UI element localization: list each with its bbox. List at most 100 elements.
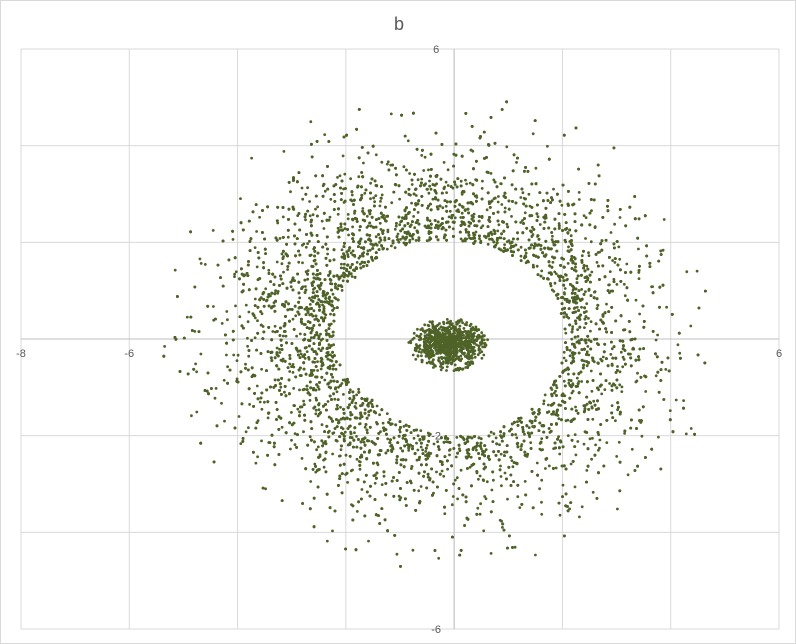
scatter-point bbox=[348, 417, 352, 421]
scatter-point bbox=[590, 457, 593, 461]
scatter-point bbox=[464, 178, 467, 182]
scatter-point bbox=[519, 245, 523, 249]
scatter-point bbox=[369, 409, 373, 412]
scatter-point bbox=[373, 481, 377, 485]
scatter-point bbox=[340, 262, 343, 266]
scatter-point bbox=[485, 208, 489, 212]
scatter-point bbox=[668, 409, 672, 412]
scatter-point bbox=[678, 351, 682, 355]
scatter-point bbox=[195, 370, 199, 374]
scatter-point bbox=[570, 337, 574, 341]
scatter-point bbox=[319, 367, 323, 371]
scatter-point bbox=[519, 445, 523, 448]
scatter-point bbox=[536, 215, 540, 219]
scatter-point bbox=[284, 334, 288, 338]
scatter-point bbox=[562, 379, 566, 383]
scatter-point bbox=[432, 442, 436, 446]
scatter-point bbox=[676, 343, 680, 347]
scatter-point bbox=[369, 181, 372, 185]
scatter-point bbox=[306, 186, 309, 190]
scatter-point bbox=[523, 432, 526, 436]
scatter-point bbox=[358, 262, 362, 266]
scatter-point bbox=[499, 475, 503, 478]
scatter-point bbox=[225, 353, 228, 357]
scatter-point bbox=[431, 197, 435, 201]
scatter-point bbox=[585, 364, 589, 368]
scatter-point bbox=[225, 310, 229, 313]
scatter-point bbox=[423, 183, 426, 187]
scatter-point bbox=[385, 162, 389, 166]
scatter-point bbox=[567, 245, 570, 249]
scatter-point bbox=[304, 245, 308, 249]
scatter-point bbox=[194, 362, 198, 366]
scatter-point bbox=[620, 385, 624, 389]
scatter-point bbox=[446, 184, 450, 187]
scatter-point bbox=[378, 240, 381, 244]
scatter-point bbox=[510, 459, 514, 462]
scatter-point bbox=[289, 285, 293, 289]
scatter-point bbox=[333, 397, 337, 401]
scatter-point bbox=[273, 324, 277, 328]
scatter-point bbox=[598, 250, 601, 254]
scatter-point bbox=[585, 302, 589, 305]
scatter-point bbox=[302, 430, 305, 434]
scatter-point bbox=[500, 519, 503, 523]
scatter-point bbox=[214, 387, 218, 390]
scatter-point bbox=[565, 278, 569, 282]
scatter-point bbox=[383, 236, 387, 240]
scatter-point bbox=[334, 285, 337, 288]
scatter-point bbox=[446, 168, 450, 172]
scatter-point bbox=[335, 390, 339, 394]
scatter-point bbox=[578, 515, 581, 519]
scatter-point bbox=[637, 247, 640, 251]
scatter-point bbox=[254, 461, 258, 465]
scatter-point bbox=[475, 194, 478, 198]
scatter-point bbox=[540, 269, 544, 273]
scatter-point bbox=[450, 503, 454, 507]
scatter-point bbox=[346, 481, 349, 484]
scatter-point bbox=[300, 457, 304, 460]
scatter-point bbox=[358, 242, 362, 246]
scatter-point bbox=[613, 261, 617, 264]
scatter-point bbox=[506, 497, 509, 501]
scatter-point bbox=[222, 378, 226, 382]
scatter-point bbox=[587, 251, 590, 255]
scatter-point bbox=[576, 440, 580, 443]
scatter-point bbox=[347, 270, 351, 274]
scatter-point bbox=[608, 382, 611, 385]
scatter-point bbox=[566, 434, 570, 437]
scatter-point bbox=[325, 539, 329, 543]
scatter-point bbox=[309, 120, 313, 124]
scatter-point bbox=[311, 213, 315, 217]
scatter-point bbox=[260, 367, 263, 371]
scatter-point bbox=[591, 436, 594, 440]
scatter-point bbox=[304, 285, 307, 288]
scatter-point bbox=[442, 161, 446, 164]
scatter-point bbox=[533, 242, 537, 246]
scatter-point bbox=[253, 316, 257, 320]
scatter-point bbox=[441, 206, 445, 210]
scatter-point bbox=[482, 529, 486, 533]
scatter-point bbox=[490, 488, 494, 492]
scatter-point bbox=[352, 394, 356, 398]
scatter-point bbox=[590, 389, 594, 393]
scatter-point bbox=[281, 215, 285, 219]
scatter-point bbox=[623, 294, 627, 298]
scatter-point bbox=[358, 422, 362, 425]
scatter-point bbox=[375, 404, 379, 408]
scatter-point bbox=[616, 507, 619, 511]
scatter-point bbox=[256, 319, 259, 323]
scatter-point bbox=[448, 449, 451, 452]
scatter-point bbox=[682, 399, 685, 402]
scatter-point bbox=[281, 357, 285, 361]
scatter-point bbox=[301, 243, 304, 247]
scatter-point bbox=[489, 430, 493, 434]
scatter-point bbox=[416, 178, 420, 182]
scatter-point bbox=[613, 222, 616, 226]
scatter-point bbox=[472, 212, 476, 216]
scatter-point bbox=[567, 378, 571, 382]
scatter-point bbox=[399, 238, 402, 241]
scatter-point bbox=[489, 172, 493, 175]
scatter-point bbox=[618, 383, 622, 387]
scatter-point bbox=[557, 435, 560, 438]
